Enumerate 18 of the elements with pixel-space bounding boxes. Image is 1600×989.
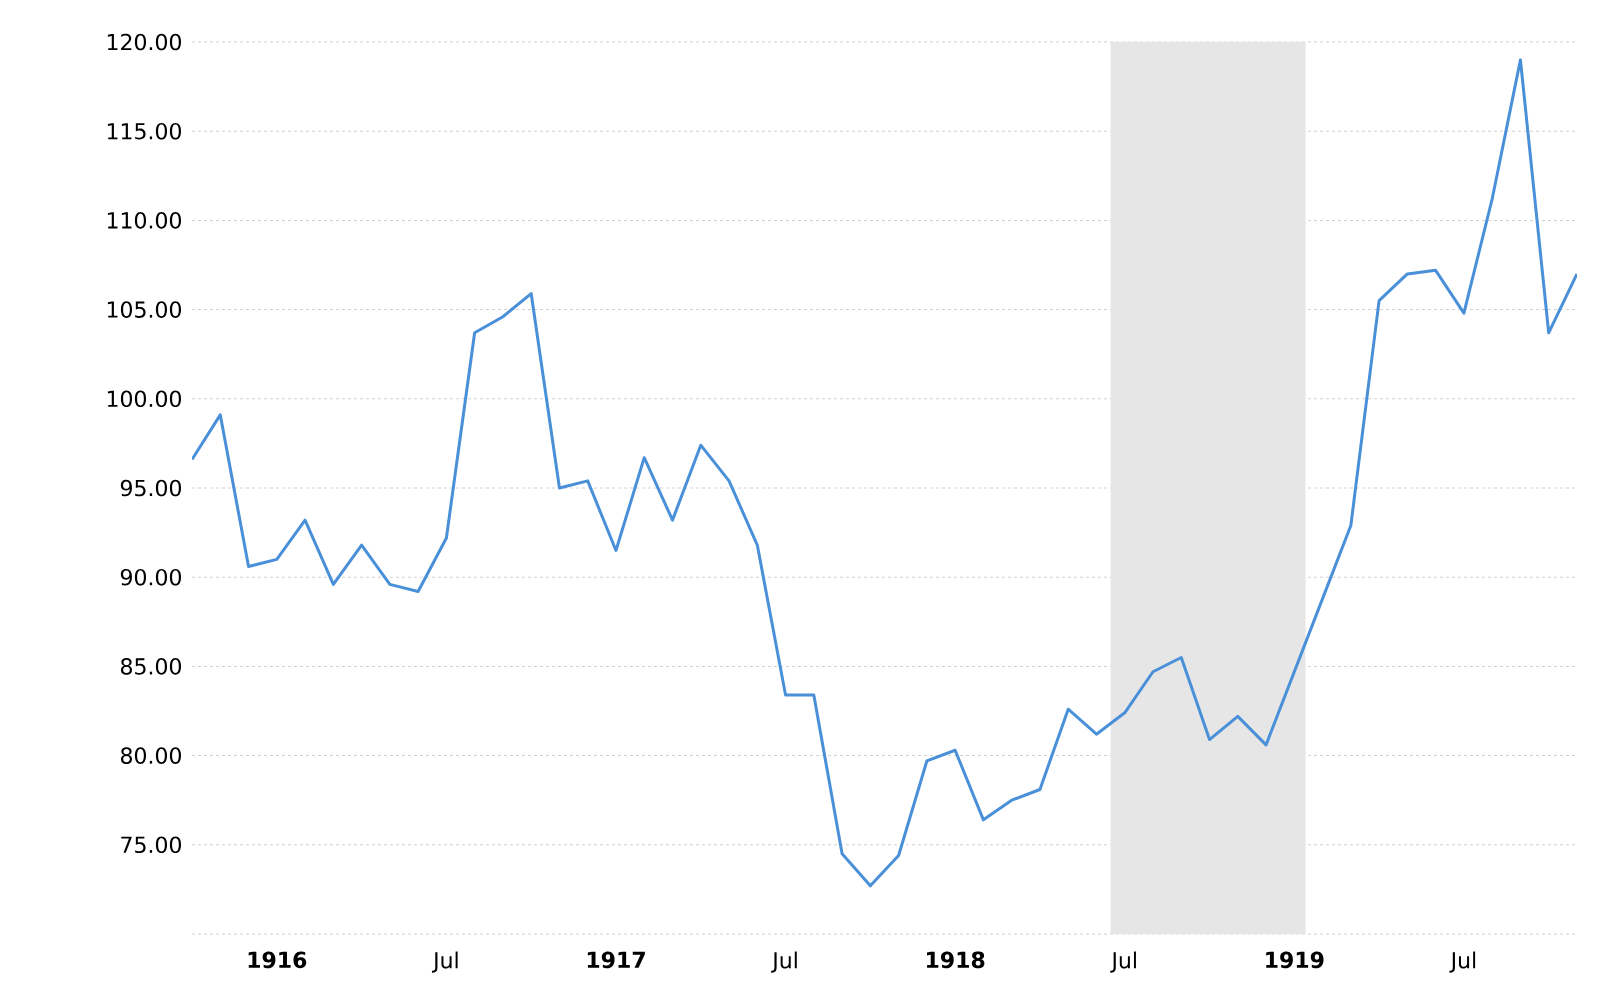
x-tick-label: Jul [1449,951,1476,973]
y-tick-label: 90.00 [120,568,181,586]
y-tick-label: 85.00 [120,658,181,675]
x-tick-label: Jul [431,951,458,973]
x-tick-label: Jul [1110,951,1136,973]
x-tick-label: 1916 [248,951,307,969]
x-tick-label: Jul [771,951,797,973]
x-tick-label: 1917 [587,951,645,969]
y-tick-label: 105.00 [107,301,181,318]
y-tick-label: 110.00 [107,212,181,229]
x-tick-label: 1918 [927,951,985,969]
x-tick-label: 1919 [1266,951,1324,969]
y-tick-label: 80.00 [120,747,181,764]
y-tick-label: 95.00 [120,479,181,497]
y-tick-label: 75.00 [121,836,181,854]
y-tick-label: 115.00 [107,122,181,140]
y-tick-label: 120.00 [107,33,181,51]
y-tick-label: 100.00 [107,390,181,408]
